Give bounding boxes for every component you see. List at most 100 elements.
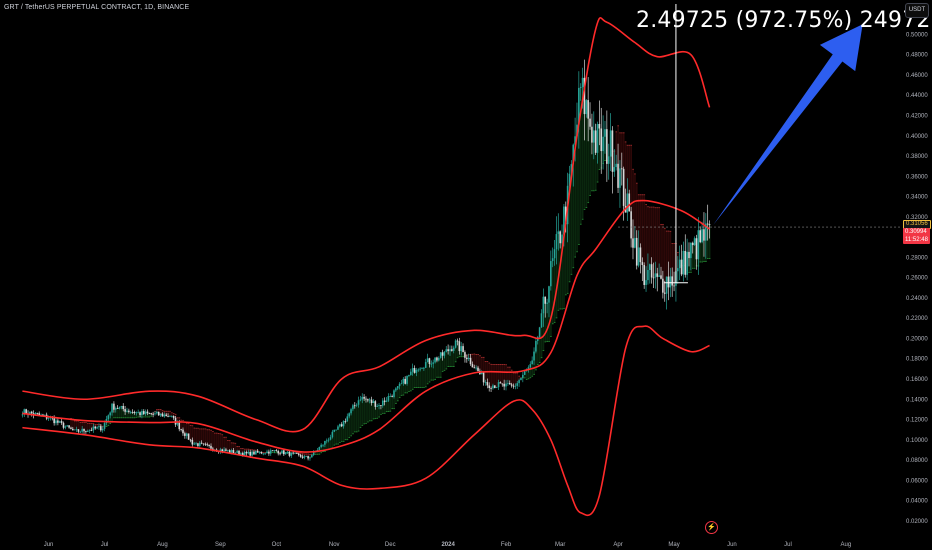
cloud-segment [591,142,593,191]
cloud-segment [378,405,380,418]
baseline-step [77,420,80,422]
candle-body [318,447,321,450]
candle-body [305,456,308,457]
cloud-segment [90,423,93,431]
baseline-step [421,387,423,388]
candle-body [361,396,364,400]
candle-body [464,352,466,358]
cloud-segment [355,404,358,432]
cloud-segment [326,440,328,450]
baseline-step [88,422,91,424]
cloud-segment [650,207,653,278]
baseline-step [382,412,384,414]
candle-body [165,414,167,417]
cloud-segment [494,364,496,388]
cloud-segment [537,337,539,365]
baseline-step [677,252,679,253]
cloud-segment [426,358,429,384]
cloud-segment [425,362,427,387]
cloud-segment [529,364,532,378]
candle-body [695,238,698,260]
candle-body [154,413,156,415]
candle-body [184,433,186,436]
cloud-segment [544,303,547,342]
baseline-step [169,410,171,412]
cloud-segment [87,423,89,431]
baseline-step [550,336,552,337]
baseline-step [148,416,151,418]
baseline-step [101,425,104,427]
candle-body [467,357,470,360]
lower-band [22,325,710,517]
cloud-segment [637,194,640,248]
candle-body [223,449,225,452]
candle-body [647,269,649,281]
currency-button[interactable]: USDT [905,3,929,18]
cloud-segment [456,341,459,358]
baseline-step [441,370,444,372]
candle-body [58,421,61,423]
candle-body [296,453,298,454]
baseline-step [135,416,138,418]
cloud-segment [447,351,450,367]
baseline-step [363,423,366,425]
candle-body [591,126,593,143]
cloud-segment [430,363,433,381]
candle-body [365,398,367,400]
candle-body [400,383,403,385]
candle-body [247,452,250,454]
cloud-segment [581,77,584,220]
candle-body [512,385,515,387]
cloud-segment [329,437,332,450]
candle-body [550,261,552,287]
baseline-step [171,412,173,414]
baseline-step [133,417,136,419]
cloud-segment [305,454,308,457]
candle-body [424,362,427,368]
cloud-segment [234,443,237,453]
cloud-segment [393,390,395,409]
baseline-step [320,452,323,454]
cloud-segment [706,224,709,259]
baseline-step [445,368,448,370]
cloud-segment [417,369,420,388]
cloud-segment [337,426,339,445]
candle-body [253,451,255,455]
cloud-segment [339,424,341,443]
cloud-segment [385,400,388,412]
candle-body [221,449,223,452]
candle-body [473,367,476,369]
baseline-step [430,379,433,381]
price-tick-label: 0.48000 [906,53,928,59]
baseline-step [447,366,450,367]
cloud-segment [369,399,371,421]
candle-body [322,444,324,446]
cloud-segment [555,234,558,318]
baseline-step [344,439,347,441]
candle-body [131,411,134,413]
time-tick-label: Jul [101,542,109,548]
cloud-segment [634,173,636,238]
candle-body [471,364,474,368]
candle-body [688,251,690,259]
candle-body [193,443,195,445]
baseline-step [232,442,235,444]
cloud-segment [413,372,416,388]
baseline-step [167,410,169,412]
candle-body [195,443,197,445]
candle-body [348,413,350,417]
candle-body [660,275,662,279]
baseline-step [408,390,410,392]
cloud-segment [527,367,530,379]
cloud-segment [77,420,80,432]
cloud-segment [348,413,351,438]
cloud-segment [518,376,520,381]
cloud-segment [432,362,435,381]
cloud-segment [649,207,651,265]
candle-body [555,234,558,250]
baseline-step [643,194,646,196]
baseline-step [271,452,274,453]
candle-body [449,349,451,352]
cloud-segment [402,378,405,396]
